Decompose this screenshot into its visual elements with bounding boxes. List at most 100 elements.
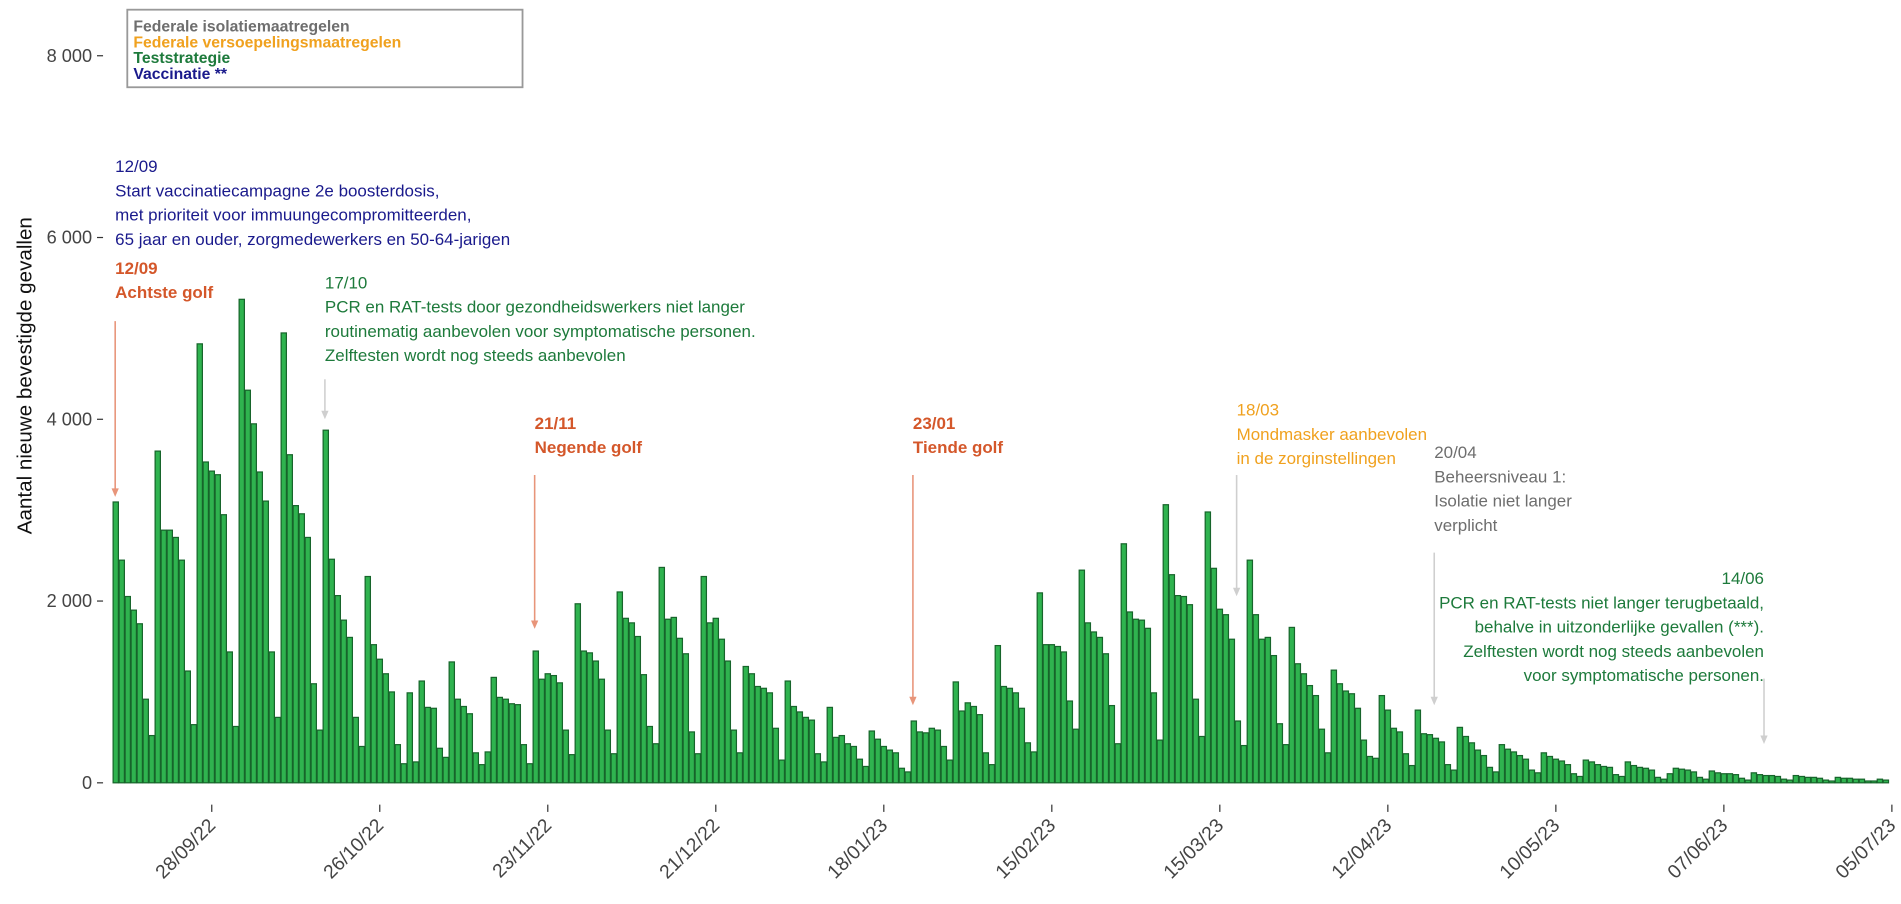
bar: [778, 759, 786, 784]
bar: [1636, 766, 1644, 784]
bar: [1114, 743, 1122, 784]
bar: [1036, 592, 1044, 784]
bar: [1420, 733, 1428, 784]
x-tick-label: 18/01/23: [823, 814, 892, 883]
bar: [1456, 726, 1464, 784]
bar: [1438, 741, 1446, 784]
bar: [568, 754, 576, 784]
bar: [886, 749, 894, 784]
annotation-text: PCR en RAT-tests niet langer terugbetaal…: [1439, 593, 1764, 612]
x-tick-label: 07/06/23: [1663, 814, 1732, 883]
bar: [1696, 776, 1704, 784]
bar: [928, 727, 936, 784]
bar: [1528, 769, 1536, 784]
annotation-date: 17/10: [325, 273, 367, 292]
annotation-arrowhead: [909, 696, 917, 706]
bar: [1228, 638, 1236, 784]
bar: [598, 678, 606, 784]
bar: [1846, 777, 1854, 784]
bar: [838, 734, 846, 784]
bar: [274, 716, 282, 784]
bar: [1606, 766, 1614, 784]
bar: [1030, 751, 1038, 784]
bar: [1684, 769, 1692, 784]
bar: [1804, 776, 1812, 784]
bar: [466, 713, 474, 784]
bar: [442, 756, 450, 784]
bar: [190, 724, 197, 784]
bar: [1516, 754, 1524, 784]
bar: [1144, 627, 1152, 784]
bar: [1468, 742, 1476, 784]
annotation-date: 23/01: [913, 414, 955, 433]
bar: [1768, 774, 1776, 784]
bar: [592, 660, 600, 784]
y-tick-label: 8 000: [47, 46, 92, 66]
bar: [130, 609, 137, 784]
bar: [1126, 611, 1134, 784]
annotation-arrowhead: [531, 620, 539, 629]
bar: [340, 619, 348, 784]
bar: [1402, 753, 1410, 784]
bar: [1702, 778, 1710, 784]
bar: [1522, 758, 1530, 784]
bar: [382, 673, 390, 784]
bar: [1738, 777, 1746, 784]
bar: [418, 680, 426, 784]
bar: [1342, 690, 1350, 784]
bar: [1672, 767, 1680, 784]
bar: [814, 753, 822, 784]
bar: [1660, 778, 1668, 784]
bar: [850, 745, 858, 784]
bar: [1714, 772, 1722, 784]
bar: [1816, 777, 1824, 784]
bar: [1612, 774, 1620, 784]
x-tick-label: 28/09/22: [151, 814, 220, 883]
bar: [1708, 770, 1716, 784]
bar: [346, 636, 354, 784]
bar: [580, 650, 588, 784]
y-tick-label: 0: [82, 773, 92, 793]
bar: [400, 763, 408, 784]
bar: [1078, 569, 1086, 784]
bar: [1096, 636, 1104, 784]
bar: [664, 618, 672, 784]
annotation-text: met prioriteit voor immuungecompromittee…: [115, 206, 471, 225]
bar: [430, 707, 438, 784]
bar: [1534, 772, 1542, 784]
bar: [244, 389, 252, 784]
annotation-text: Mondmasker aanbevolen: [1237, 425, 1427, 444]
bar: [1828, 780, 1836, 784]
bar: [628, 622, 636, 784]
bar: [1480, 754, 1488, 784]
x-tick-label: 23/11/22: [488, 814, 556, 882]
bar: [688, 731, 696, 784]
bar: [514, 704, 522, 784]
annotation-text: PCR en RAT-tests door gezondheidswerkers…: [325, 298, 745, 317]
bar: [640, 674, 648, 784]
bar: [1006, 687, 1014, 784]
annotation-text: Start vaccinatiecampagne 2e boosterdosis…: [115, 181, 439, 200]
bar: [118, 559, 125, 784]
bar: [694, 753, 702, 784]
annotation-text: behalve in uitzonderlijke gevallen (***)…: [1475, 618, 1764, 637]
bar: [904, 771, 912, 784]
bar: [706, 622, 714, 784]
bar: [1090, 631, 1098, 784]
bar: [1564, 764, 1572, 784]
bar: [304, 536, 312, 784]
bar: [1048, 644, 1056, 784]
bar: [994, 644, 1002, 784]
bar: [1396, 731, 1404, 784]
bar: [532, 650, 540, 784]
bar: [1198, 735, 1206, 784]
annotation-arrowhead: [1430, 696, 1438, 706]
bar: [412, 761, 420, 784]
bar: [1360, 739, 1368, 784]
x-tick-label: 10/05/23: [1495, 814, 1564, 883]
bar: [1174, 594, 1182, 784]
bar: [1288, 626, 1296, 784]
bar: [1192, 698, 1200, 784]
bar: [1414, 709, 1422, 784]
bar: [526, 763, 534, 784]
